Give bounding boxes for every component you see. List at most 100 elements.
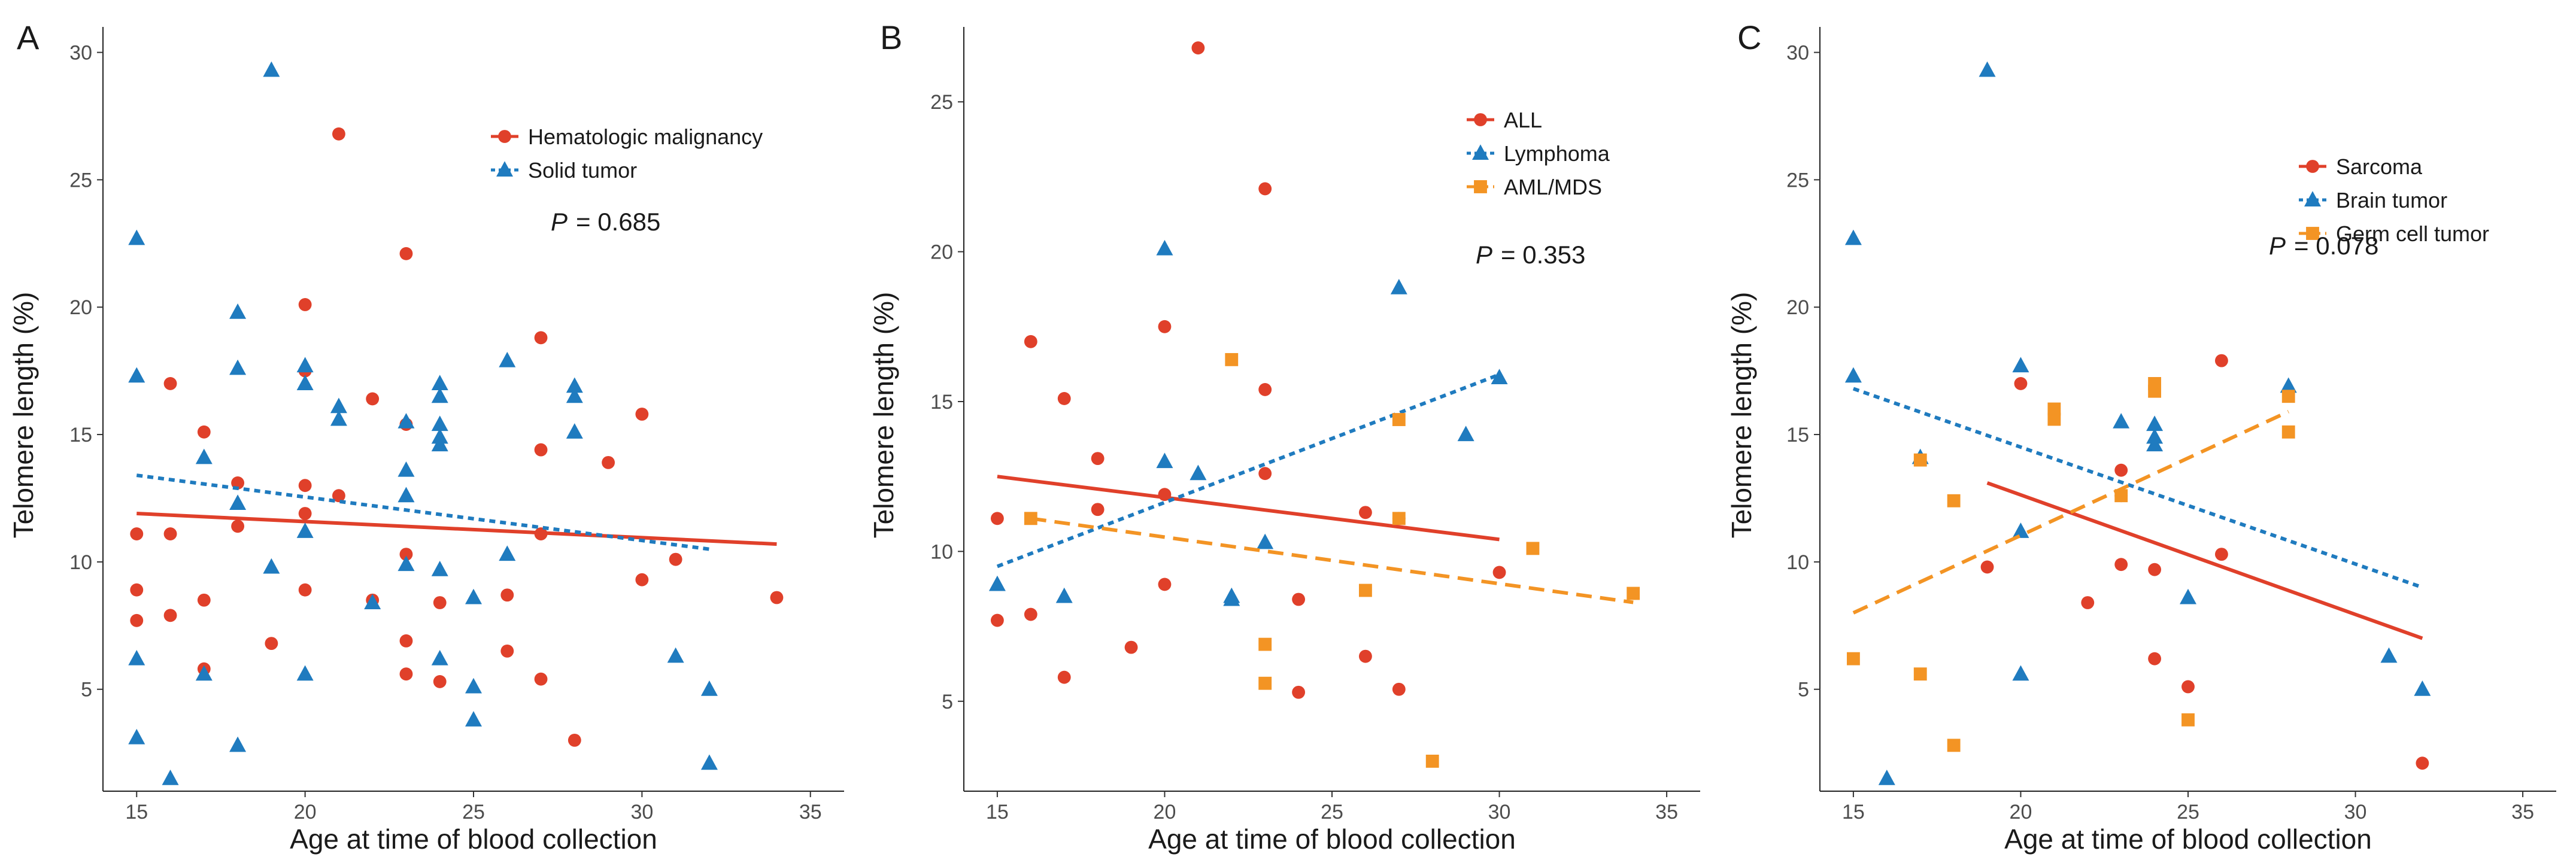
x-tick-label-a: 35 [799, 801, 822, 824]
y-tick-label-b: 15 [930, 391, 953, 414]
y-tick-label-a: 5 [81, 679, 92, 701]
y-tick-label-a: 25 [69, 169, 92, 192]
data-point-a-hematologic-malignancy [568, 733, 581, 747]
data-point-b-aml-mds [1024, 512, 1037, 525]
fit-line-c-brain-tumor [1852, 387, 2423, 589]
data-point-a-hematologic-malignancy [332, 127, 345, 141]
data-point-a-solid-tumor [431, 415, 448, 431]
data-point-c-germ-cell-tumor [1913, 667, 1927, 681]
data-point-b-aml-mds [1358, 584, 1372, 597]
fit-line-c-germ-cell-tumor [1852, 410, 2289, 615]
p-value-symbol-a: P [551, 208, 568, 236]
legend-label-a-solid-tumor: Solid tumor [528, 158, 637, 183]
series-c-germ-cell-tumor [1846, 377, 2295, 752]
data-point-c-brain-tumor [2012, 665, 2029, 681]
p-value-number-b: = 0.353 [1501, 241, 1585, 269]
data-point-a-solid-tumor [431, 436, 448, 452]
x-tick-label-a: 20 [294, 801, 317, 824]
legend-b: ALL Lymphoma AML/MDS [1467, 108, 1610, 199]
p-value-number-a: = 0.685 [576, 208, 660, 236]
data-point-a-hematologic-malignancy [669, 552, 682, 566]
data-point-a-solid-tumor [465, 677, 482, 694]
p-value-c: P = 0.078 [2269, 232, 2378, 260]
data-point-b-all [1392, 682, 1406, 696]
data-point-a-solid-tumor [499, 545, 516, 561]
x-tick-label-b: 30 [1488, 801, 1511, 824]
y-tick-label-b: 5 [942, 691, 953, 713]
data-point-a-solid-tumor [128, 728, 145, 745]
data-point-c-sarcoma [2148, 652, 2162, 666]
data-point-b-all [1057, 392, 1071, 405]
data-point-b-all [990, 613, 1004, 627]
data-point-a-hematologic-malignancy [197, 593, 211, 607]
data-point-c-brain-tumor [2146, 415, 2164, 431]
data-point-c-sarcoma [1980, 560, 1994, 574]
data-point-a-solid-tumor [263, 558, 280, 574]
data-point-c-germ-cell-tumor [1846, 652, 1860, 666]
data-point-b-all [1258, 182, 1272, 196]
x-axis-title-c: Age at time of blood collection [2004, 824, 2372, 855]
data-point-b-all [1258, 467, 1272, 481]
data-point-b-aml-mds [1392, 413, 1406, 426]
data-point-b-lymphoma [1055, 587, 1073, 603]
x-tick-label-b: 20 [1154, 801, 1176, 824]
data-point-c-sarcoma [2114, 558, 2128, 572]
data-point-c-sarcoma [2214, 354, 2228, 367]
data-point-b-lymphoma [988, 575, 1006, 591]
legend-marker-c-brain-tumor [2304, 191, 2321, 207]
data-point-c-brain-tumor [1844, 367, 1862, 383]
data-point-a-hematologic-malignancy [399, 667, 413, 681]
data-point-b-all [1057, 670, 1071, 684]
data-point-b-aml-mds [1225, 353, 1239, 366]
data-point-a-hematologic-malignancy [602, 455, 615, 469]
data-point-a-solid-tumor [667, 647, 684, 663]
data-point-c-sarcoma [2214, 548, 2228, 561]
data-point-c-brain-tumor [2012, 357, 2029, 373]
data-point-b-aml-mds [1627, 587, 1640, 600]
data-point-a-solid-tumor [195, 448, 213, 464]
data-point-a-hematologic-malignancy [298, 298, 312, 311]
series-b-all [990, 41, 1506, 699]
legend-label-c-sarcoma: Sarcoma [2336, 154, 2423, 179]
data-point-a-solid-tumor [431, 375, 448, 390]
data-point-a-hematologic-malignancy [130, 613, 144, 627]
data-point-a-hematologic-malignancy [433, 596, 447, 609]
legend-marker-c-germ-cell-tumor [2306, 227, 2319, 240]
data-point-b-lymphoma [1156, 452, 1173, 469]
legend-marker-c-sarcoma [2306, 160, 2319, 173]
data-point-c-sarcoma [2181, 680, 2195, 694]
data-point-b-lymphoma [1491, 369, 1508, 384]
panel-letter-c: C [1737, 19, 1761, 56]
data-point-a-solid-tumor [128, 229, 145, 245]
legend-a: Hematologic malignancy Solid tumor [491, 124, 763, 183]
data-point-a-solid-tumor [566, 377, 583, 393]
series-a-hematologic-malignancy [130, 127, 784, 747]
legend-marker-b-lymphoma [1472, 144, 1489, 160]
data-point-c-brain-tumor [2280, 377, 2297, 393]
data-point-c-brain-tumor [1979, 61, 1996, 77]
data-point-a-solid-tumor [465, 588, 482, 604]
data-point-a-solid-tumor [364, 594, 381, 610]
data-point-a-hematologic-malignancy [163, 609, 177, 622]
data-point-a-hematologic-malignancy [399, 247, 413, 260]
y-tick-label-c: 30 [1786, 42, 1809, 65]
y-axis-title-b: Telomere length (%) [868, 292, 899, 539]
y-tick-label-c: 10 [1786, 551, 1809, 574]
data-point-a-solid-tumor [431, 560, 448, 576]
y-tick-label-a: 20 [69, 296, 92, 319]
data-point-a-hematologic-malignancy [500, 644, 514, 658]
data-point-c-germ-cell-tumor [2181, 713, 2195, 727]
data-point-a-hematologic-malignancy [130, 583, 144, 597]
data-point-a-solid-tumor [398, 555, 415, 572]
data-point-a-solid-tumor [398, 461, 415, 477]
data-point-c-brain-tumor [2180, 588, 2196, 604]
data-point-c-brain-tumor [1878, 770, 1895, 785]
panel-letter-a: A [17, 19, 40, 56]
data-point-c-sarcoma [2081, 596, 2095, 609]
data-point-b-all [1158, 578, 1172, 591]
data-point-a-hematologic-malignancy [332, 489, 345, 503]
data-point-b-lymphoma [1390, 278, 1407, 294]
legend-c: Sarcoma Brain tumor Germ cell tumor [2299, 154, 2489, 246]
